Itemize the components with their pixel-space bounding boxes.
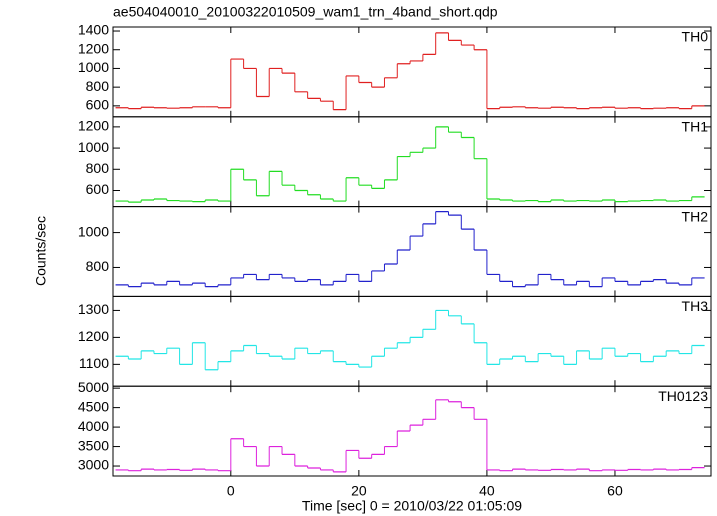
chart-title: ae504040010_20100322010509_wam1_trn_4ban… [113, 4, 498, 20]
panel-series [115, 32, 705, 111]
x-tick-label: 20 [351, 483, 367, 499]
panel-frame [112, 385, 712, 477]
panel-label: TH0123 [658, 388, 708, 404]
panel-label: TH1 [682, 119, 709, 135]
panel-series [115, 211, 705, 288]
y-tick-label: 1000 [78, 223, 109, 239]
y-tick-label: 800 [86, 78, 110, 94]
y-tick-label: 1400 [78, 22, 109, 38]
y-tick-label: 5000 [78, 379, 109, 395]
panel-series [115, 126, 705, 203]
y-tick-label: 1300 [78, 301, 109, 317]
y-tick-label: 1200 [78, 118, 109, 134]
y-tick-label: 1000 [78, 59, 109, 75]
y-tick-label: 800 [86, 258, 110, 274]
panel-series [115, 309, 705, 371]
x-tick-label: 40 [479, 483, 495, 499]
y-tick-label: 3500 [78, 437, 109, 453]
panel-frame [112, 26, 712, 118]
y-tick-label: 3000 [78, 457, 109, 473]
y-tick-label: 600 [86, 97, 110, 113]
y-tick-label: 4500 [78, 398, 109, 414]
x-axis-label: Time [sec] 0 = 2010/03/22 01:05:09 [302, 498, 522, 514]
panel-frame [112, 116, 712, 208]
panel-series [115, 399, 705, 473]
y-tick-label: 600 [86, 181, 110, 197]
x-tick-label: 60 [607, 483, 623, 499]
x-tick-label: 0 [227, 483, 235, 499]
y-tick-label: 1100 [79, 355, 109, 371]
y-tick-label: 4000 [78, 418, 109, 434]
panel-frame [112, 295, 712, 387]
y-tick-label: 1200 [78, 40, 109, 56]
panel-label: TH0 [682, 29, 709, 45]
y-tick-label: 800 [86, 160, 110, 176]
y-tick-label: 1200 [78, 328, 109, 344]
y-tick-label: 1000 [78, 139, 109, 155]
panel-label: TH3 [682, 298, 709, 314]
panel-label: TH2 [682, 208, 709, 224]
y-axis-label: Counts/sec [33, 216, 49, 286]
